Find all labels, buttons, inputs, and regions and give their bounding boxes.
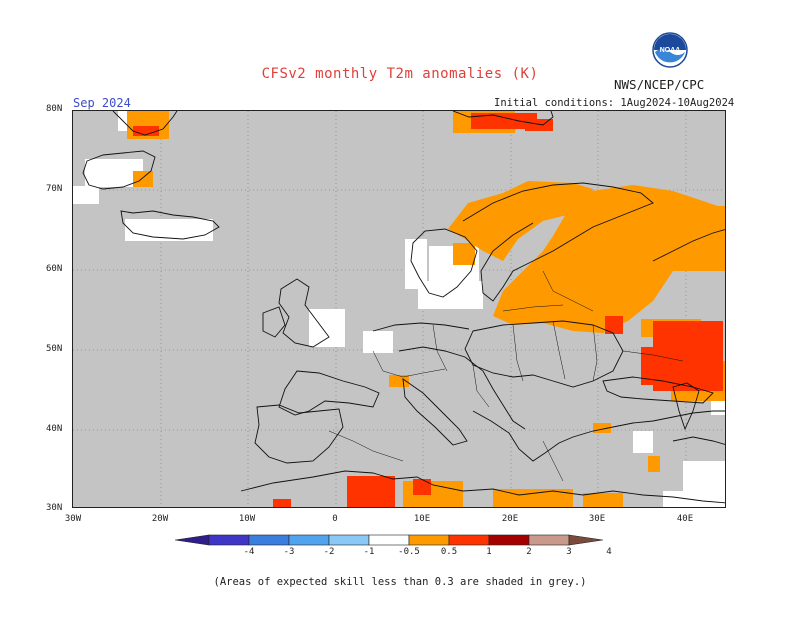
lat-label-40n: 40N (46, 424, 63, 434)
map-canvas (73, 111, 725, 507)
colorbar-swatch (328, 534, 370, 546)
colorbar (170, 532, 630, 554)
colorbar-swatch (488, 534, 530, 546)
lat-label-80n: 80N (46, 104, 63, 114)
colorbar-swatches (174, 534, 604, 546)
initial-conditions: Initial conditions: 1Aug2024-10Aug2024 (494, 97, 735, 109)
colorbar-high-arrow (568, 534, 604, 546)
lat-label-60n: 60N (46, 264, 63, 274)
chart-title: CFSv2 monthly T2m anomalies (K) (261, 66, 539, 82)
coastlines (82, 111, 725, 504)
colorbar-tick-label: 3 (566, 547, 572, 557)
lon-label-0: 0 (332, 514, 338, 524)
colorbar-low-arrow (174, 534, 210, 546)
colorbar-swatch (288, 534, 330, 546)
lon-label-10e: 10E (413, 514, 431, 524)
country-borders (328, 270, 684, 482)
lon-label-20e: 20E (501, 514, 519, 524)
valid-month: Sep 2024 (73, 96, 131, 110)
agency-label: NWS/NCEP/CPC (614, 77, 705, 92)
lon-label-30e: 30E (588, 514, 606, 524)
logo-text: NOAA (660, 47, 681, 54)
lat-label-70n: 70N (46, 184, 63, 194)
lon-label-20w: 20W (151, 514, 169, 524)
colorbar-tick-label: 4 (606, 547, 612, 557)
lat-label-30n: 30N (46, 503, 63, 513)
colorbar-swatch (408, 534, 450, 546)
colorbar-tick-label: -0.5 (398, 547, 420, 557)
footnote: (Areas of expected skill less than 0.3 a… (213, 576, 587, 588)
colorbar-tick-label: -2 (323, 547, 335, 557)
colorbar-tick-label: 1 (486, 547, 492, 557)
colorbar-tick-label: 2 (526, 547, 532, 557)
anomaly-map (72, 110, 726, 508)
lon-label-10w: 10W (238, 514, 256, 524)
colorbar-tick-label: 0.5 (440, 547, 458, 557)
colorbar-tick-label: -1 (363, 547, 375, 557)
lat-label-50n: 50N (46, 344, 63, 354)
colorbar-tick-label: -4 (243, 547, 255, 557)
colorbar-swatch (528, 534, 570, 546)
colorbar-tick-label: -3 (283, 547, 295, 557)
colorbar-swatch (368, 534, 410, 546)
noaa-logo: NOAA (652, 32, 688, 68)
colorbar-swatch (248, 534, 290, 546)
colorbar-swatch (448, 534, 490, 546)
colorbar-swatch (208, 534, 250, 546)
lon-label-30w: 30W (64, 514, 82, 524)
lon-label-40e: 40E (676, 514, 694, 524)
